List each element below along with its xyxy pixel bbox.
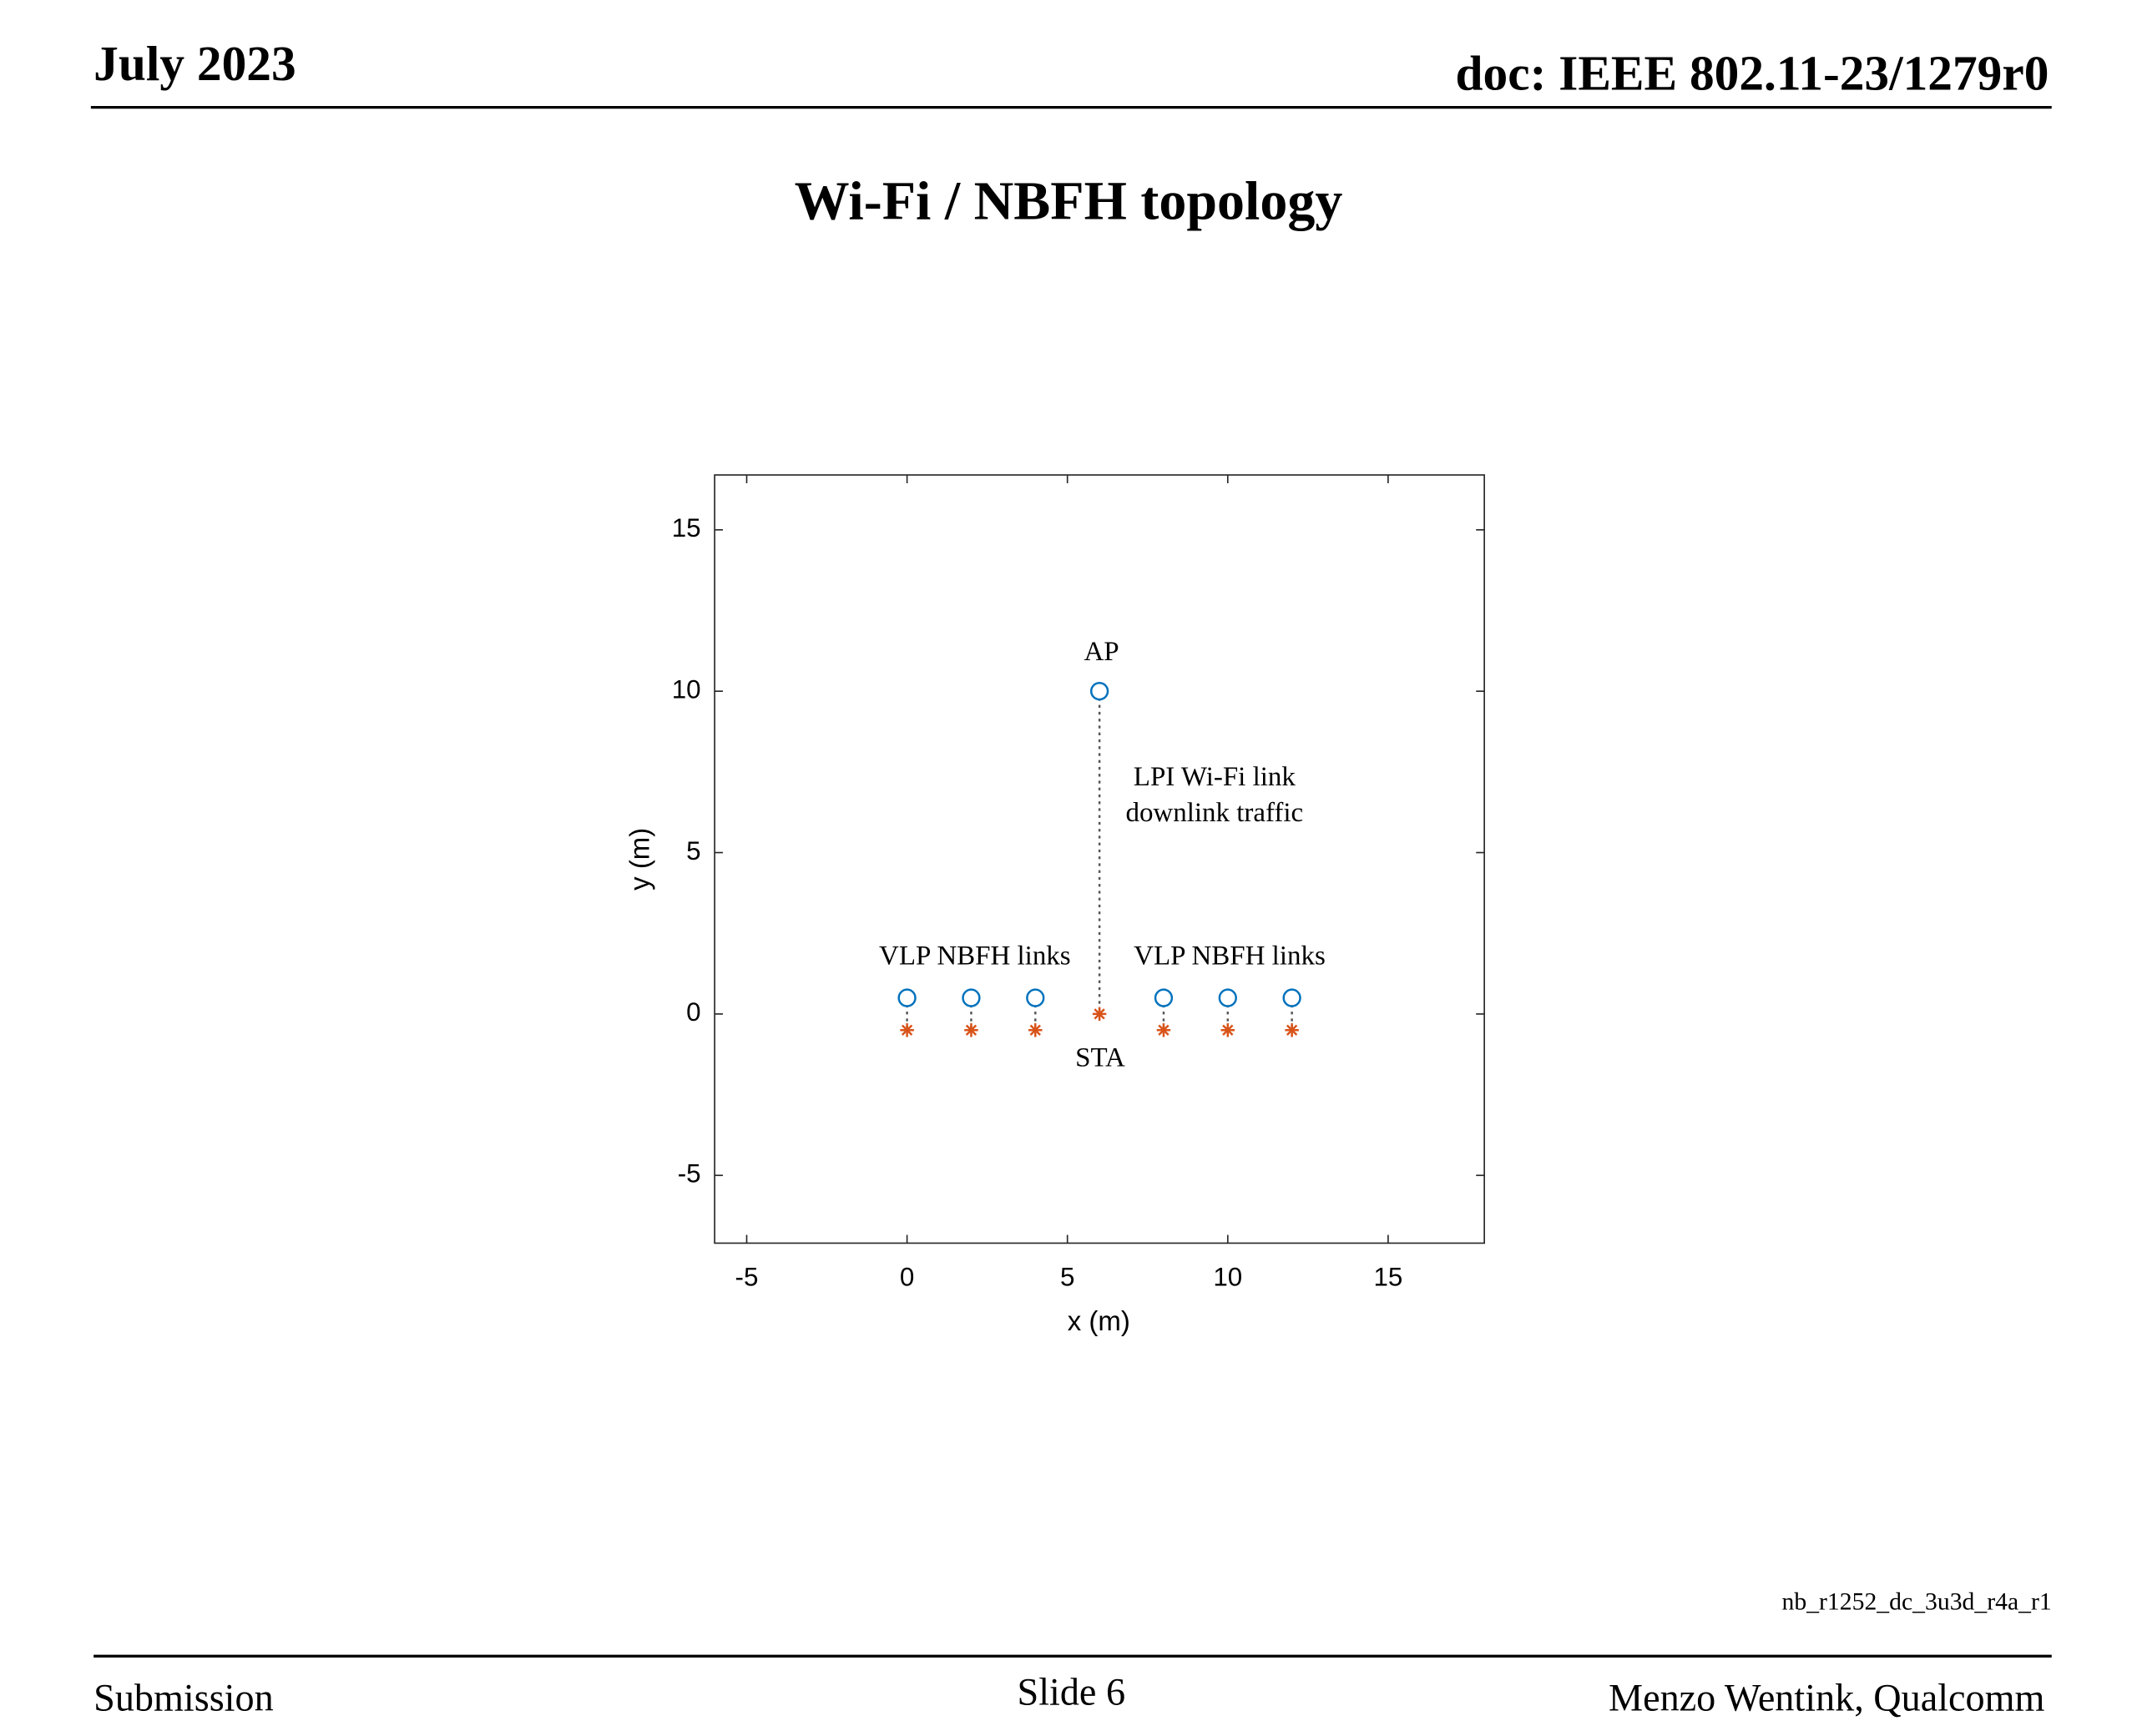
- annotation: VLP NBFH links: [1134, 941, 1326, 971]
- annotation: LPI Wi-Fi link: [1134, 762, 1296, 792]
- y-axis-label: y (m): [624, 828, 654, 891]
- point: [1092, 1007, 1107, 1022]
- point: [1026, 988, 1045, 1007]
- y-tick-label: 10: [672, 674, 701, 704]
- point: [1220, 1022, 1235, 1037]
- x-tick-label: -5: [735, 1263, 759, 1292]
- y-tick-label: 0: [686, 997, 700, 1027]
- x-tick-label: 0: [900, 1263, 914, 1292]
- annotation: AP: [1084, 637, 1119, 667]
- point: [1089, 682, 1109, 701]
- footer-left: Submission: [93, 1676, 274, 1718]
- file-name: nb_r1252_dc_3u3d_r4a_r1: [1782, 1588, 2052, 1615]
- footer-center: Slide 6: [1018, 1671, 1126, 1713]
- annotation: STA: [1075, 1043, 1125, 1073]
- plot-frame: [714, 474, 1485, 1244]
- x-tick-label: 15: [1373, 1263, 1402, 1292]
- point: [1028, 1022, 1043, 1037]
- x-tick-label: 5: [1060, 1263, 1074, 1292]
- point: [1156, 1022, 1171, 1037]
- x-tick-label: 10: [1213, 1263, 1242, 1292]
- footer-right: Menzo Wentink, Qualcomm: [1609, 1676, 2045, 1718]
- point: [897, 988, 917, 1007]
- slide-title: Wi-Fi / NBFH topology: [795, 171, 1343, 232]
- y-tick-label: 5: [686, 836, 700, 865]
- annotation: downlink traffic: [1125, 798, 1303, 828]
- annotation: VLP NBFH links: [879, 941, 1071, 971]
- point: [964, 1022, 978, 1037]
- point: [962, 988, 981, 1007]
- point: [900, 1022, 914, 1037]
- point: [1282, 988, 1301, 1007]
- header-date: July 2023: [93, 36, 296, 91]
- x-axis-label: x (m): [1068, 1305, 1130, 1336]
- point: [1154, 988, 1174, 1007]
- y-tick-label: -5: [678, 1159, 701, 1188]
- point: [1218, 988, 1237, 1007]
- header-doc: doc: IEEE 802.11-23/1279r0: [1456, 46, 2049, 101]
- point: [1285, 1022, 1299, 1037]
- y-tick-label: 15: [672, 513, 701, 542]
